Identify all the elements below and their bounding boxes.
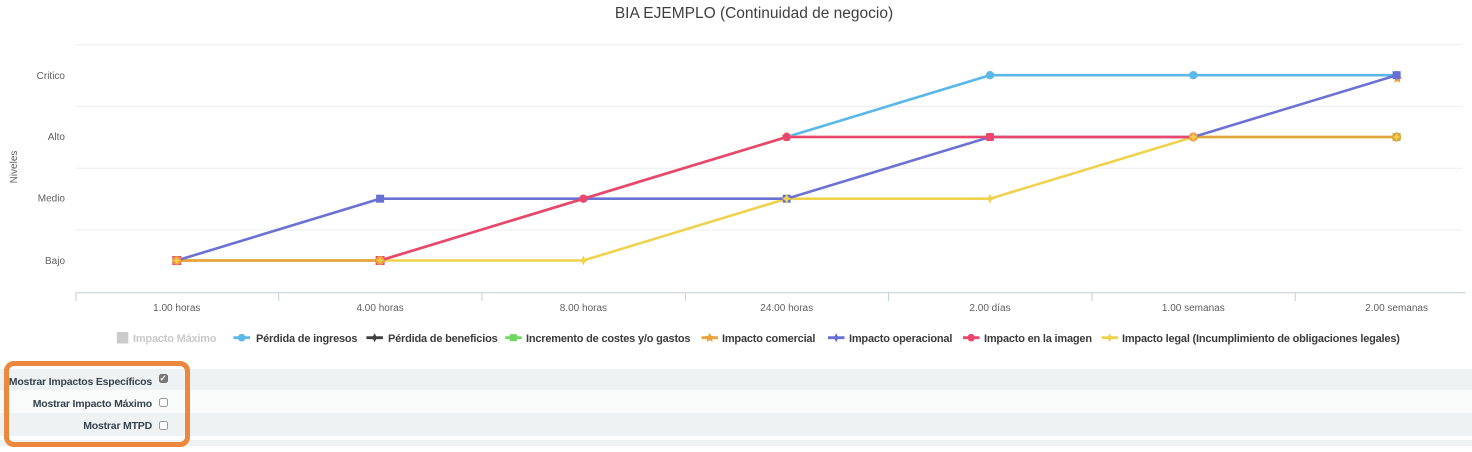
svg-text:Impacto legal (Incumplimiento: Impacto legal (Incumplimiento de obligac… — [1122, 333, 1400, 345]
svg-text:Impacto operacional: Impacto operacional — [849, 333, 952, 345]
svg-text:1.00 horas: 1.00 horas — [153, 303, 200, 314]
svg-text:Impacto en la imagen: Impacto en la imagen — [984, 333, 1092, 345]
svg-text:2.00 días: 2.00 días — [969, 303, 1010, 314]
svg-text:8.00 horas: 8.00 horas — [560, 303, 607, 314]
svg-text:Alto: Alto — [48, 132, 66, 143]
svg-text:BIA EJEMPLO (Continuidad de ne: BIA EJEMPLO (Continuidad de negocio) — [615, 5, 893, 22]
svg-text:2.00 semanas: 2.00 semanas — [1365, 303, 1428, 314]
svg-text:Pérdida de beneficios: Pérdida de beneficios — [388, 333, 498, 345]
svg-text:Impacto Máximo: Impacto Máximo — [133, 333, 217, 345]
svg-text:Pérdida de ingresos: Pérdida de ingresos — [256, 333, 357, 345]
svg-text:Critico: Critico — [37, 71, 66, 82]
svg-text:Incremento de costes y/o gasto: Incremento de costes y/o gastos — [526, 333, 690, 345]
svg-text:Niveles: Niveles — [9, 151, 20, 184]
svg-text:Impacto comercial: Impacto comercial — [722, 333, 815, 345]
svg-text:4.00 horas: 4.00 horas — [356, 303, 403, 314]
svg-text:Bajo: Bajo — [45, 256, 65, 267]
svg-text:Medio: Medio — [38, 194, 66, 205]
svg-text:24.00 horas: 24.00 horas — [760, 303, 813, 314]
svg-text:1.00 semanas: 1.00 semanas — [1162, 303, 1225, 314]
